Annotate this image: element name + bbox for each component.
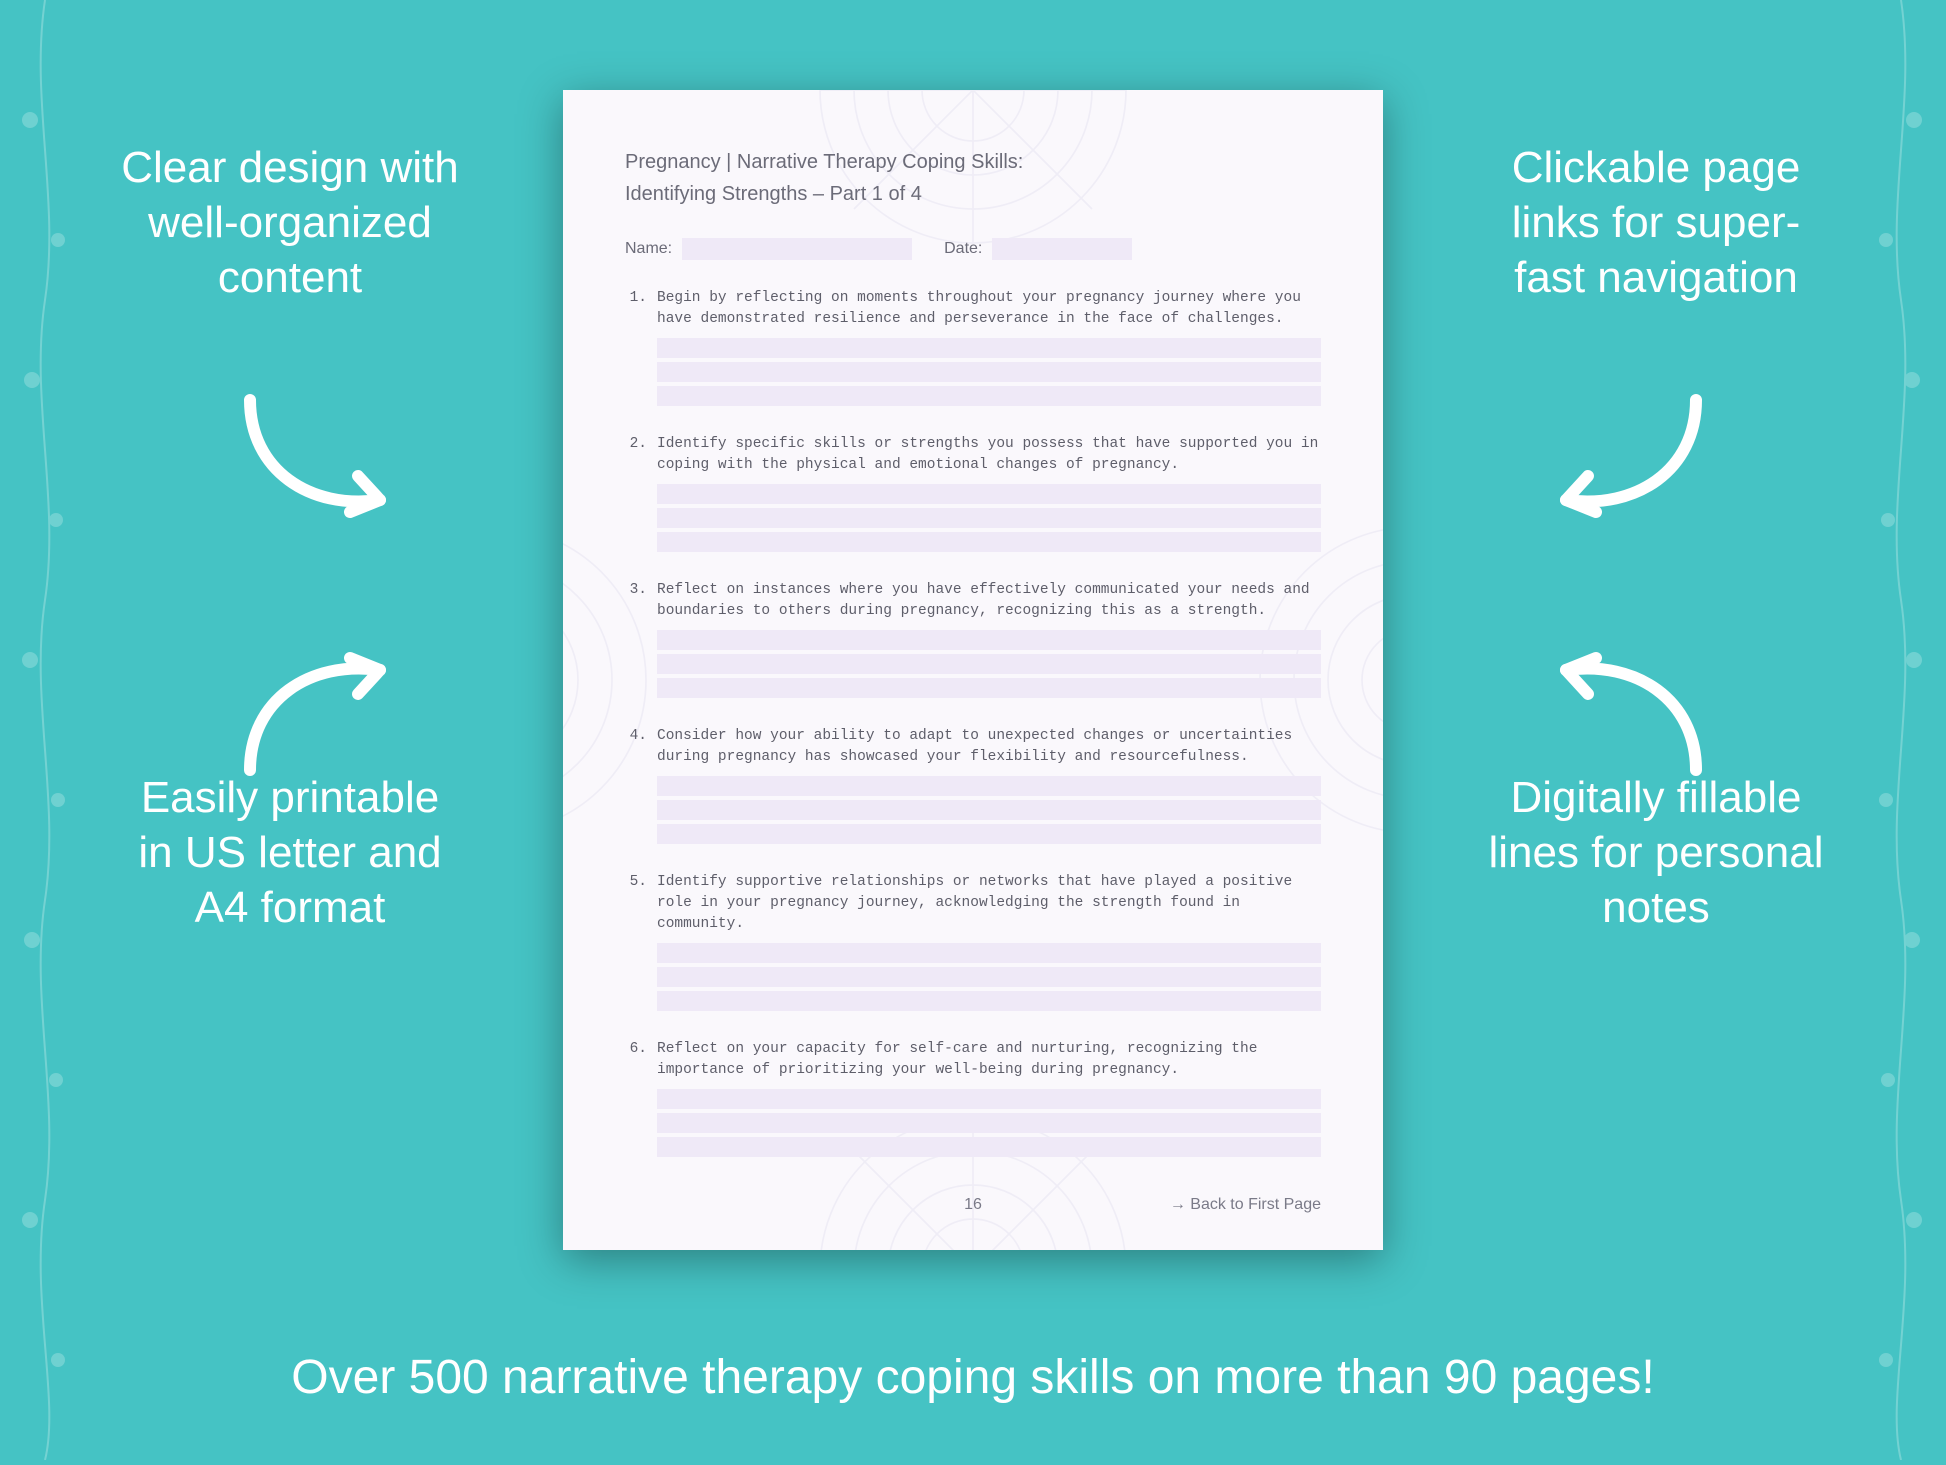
answer-line-input[interactable] [657, 484, 1321, 504]
answer-line-input[interactable] [657, 991, 1321, 1011]
question-number: 5. [625, 872, 647, 1029]
worksheet-title: Pregnancy | Narrative Therapy Coping Ski… [625, 146, 1321, 210]
answer-line-input[interactable] [657, 338, 1321, 358]
question-item: 6.Reflect on your capacity for self-care… [625, 1039, 1321, 1175]
question-text: Identify supportive relationships or net… [657, 872, 1321, 935]
decorative-floral-right [1856, 0, 1946, 1460]
question-number: 6. [625, 1039, 647, 1175]
decorative-floral-left [0, 0, 90, 1460]
question-number: 4. [625, 726, 647, 862]
answer-line-input[interactable] [657, 943, 1321, 963]
question-text: Consider how your ability to adapt to un… [657, 726, 1321, 768]
question-item: 4.Consider how your ability to adapt to … [625, 726, 1321, 862]
question-item: 3.Reflect on instances where you have ef… [625, 580, 1321, 716]
answer-line-input[interactable] [657, 824, 1321, 844]
answer-line-input[interactable] [657, 532, 1321, 552]
question-text: Reflect on instances where you have effe… [657, 580, 1321, 622]
answer-line-input[interactable] [657, 967, 1321, 987]
answer-line-input[interactable] [657, 654, 1321, 674]
date-label: Date: [944, 240, 982, 258]
answer-line-input[interactable] [657, 776, 1321, 796]
arrow-icon [1536, 390, 1716, 530]
answer-line-input[interactable] [657, 508, 1321, 528]
question-text: Reflect on your capacity for self-care a… [657, 1039, 1321, 1081]
answer-line-input[interactable] [657, 630, 1321, 650]
question-number: 2. [625, 434, 647, 570]
answer-line-input[interactable] [657, 1089, 1321, 1109]
title-line-1: Pregnancy | Narrative Therapy Coping Ski… [625, 146, 1321, 178]
page-number: 16 [964, 1196, 982, 1214]
question-list: 1.Begin by reflecting on moments through… [625, 288, 1321, 1175]
callout-clickable-links: Clickable page links for super-fast navi… [1486, 140, 1826, 305]
answer-line-input[interactable] [657, 800, 1321, 820]
title-line-2: Identifying Strengths – Part 1 of 4 [625, 178, 1321, 210]
answer-line-input[interactable] [657, 362, 1321, 382]
answer-line-input[interactable] [657, 386, 1321, 406]
answer-line-input[interactable] [657, 678, 1321, 698]
footer-tagline: Over 500 narrative therapy coping skills… [0, 1350, 1946, 1405]
page-footer: 16 → Back to First Page [625, 1196, 1321, 1214]
question-item: 1.Begin by reflecting on moments through… [625, 288, 1321, 424]
name-input[interactable] [682, 238, 912, 260]
date-input[interactable] [992, 238, 1132, 260]
arrow-icon [1536, 640, 1716, 780]
question-item: 2.Identify specific skills or strengths … [625, 434, 1321, 570]
callout-fillable: Digitally fillable lines for personal no… [1486, 770, 1826, 935]
name-label: Name: [625, 240, 672, 258]
name-date-row: Name: Date: [625, 238, 1321, 260]
question-text: Identify specific skills or strengths yo… [657, 434, 1321, 476]
arrow-icon [230, 390, 410, 530]
question-text: Begin by reflecting on moments throughou… [657, 288, 1321, 330]
question-item: 5.Identify supportive relationships or n… [625, 872, 1321, 1029]
arrow-icon [230, 640, 410, 780]
callout-printable: Easily printable in US letter and A4 for… [120, 770, 460, 935]
answer-line-input[interactable] [657, 1113, 1321, 1133]
back-to-first-page-link[interactable]: → Back to First Page [1170, 1196, 1321, 1214]
answer-line-input[interactable] [657, 1137, 1321, 1157]
question-number: 3. [625, 580, 647, 716]
question-number: 1. [625, 288, 647, 424]
callout-clear-design: Clear design with well-organized content [120, 140, 460, 305]
worksheet-page: Pregnancy | Narrative Therapy Coping Ski… [563, 90, 1383, 1250]
